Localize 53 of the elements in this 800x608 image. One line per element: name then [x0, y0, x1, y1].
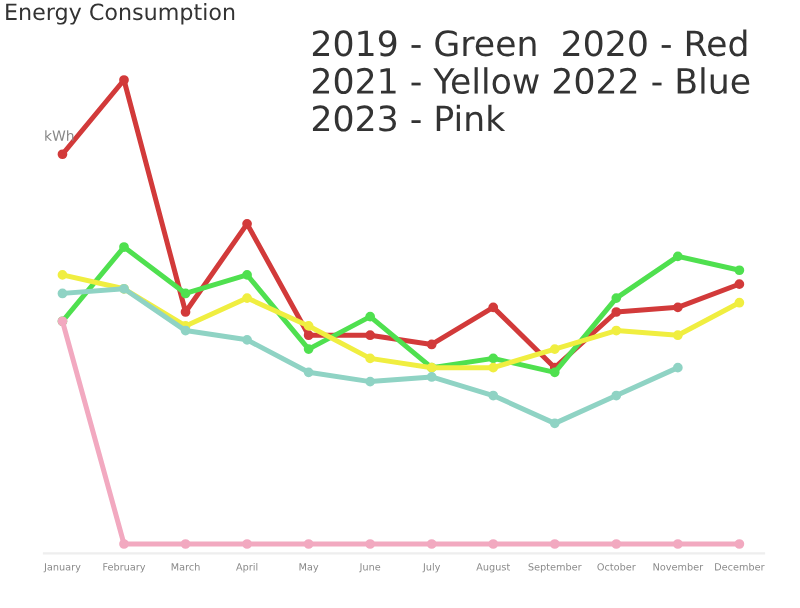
point: [365, 353, 376, 364]
point: [180, 288, 191, 299]
point: [119, 539, 129, 549]
point: [672, 539, 683, 549]
point: [488, 362, 499, 373]
point: [426, 339, 437, 350]
point: [549, 367, 560, 378]
point: [734, 297, 745, 308]
point: [365, 311, 376, 322]
point: [119, 242, 129, 252]
point: [488, 353, 499, 364]
point: [242, 293, 252, 303]
point: [549, 418, 560, 429]
point: [303, 539, 314, 549]
point: [488, 539, 499, 549]
point: [57, 270, 68, 280]
point: [426, 372, 437, 382]
point: [242, 334, 252, 345]
point: [672, 330, 683, 341]
point: [242, 270, 252, 280]
point: [734, 279, 745, 290]
point: [365, 330, 376, 341]
point: [180, 539, 191, 549]
point: [180, 307, 191, 317]
point: [734, 265, 745, 276]
point: [611, 539, 622, 549]
point: [672, 251, 683, 262]
chart-title: Energy Consumption: [6, 3, 235, 25]
point: [611, 390, 622, 401]
point: [303, 367, 314, 378]
point: [488, 302, 499, 313]
point: [180, 325, 191, 336]
point: [672, 302, 683, 313]
point: [549, 539, 560, 549]
point: [365, 376, 376, 387]
point: [303, 321, 314, 331]
point: [734, 539, 745, 549]
point: [611, 307, 622, 317]
point: [119, 75, 129, 85]
point: [57, 149, 68, 160]
point: [242, 218, 252, 229]
point: [611, 325, 622, 336]
point: [303, 330, 314, 341]
point: [672, 362, 683, 373]
point: [303, 344, 314, 354]
point: [488, 390, 499, 401]
point: [426, 539, 437, 549]
point: [242, 539, 252, 549]
point: [611, 293, 622, 303]
point: [549, 344, 560, 354]
annotation: 2019 - Green 2020 - Red 2021 - Yellow 2022 - Blue 2023 - Pink: [312, 29, 750, 132]
point: [365, 539, 376, 549]
point: [57, 288, 68, 299]
